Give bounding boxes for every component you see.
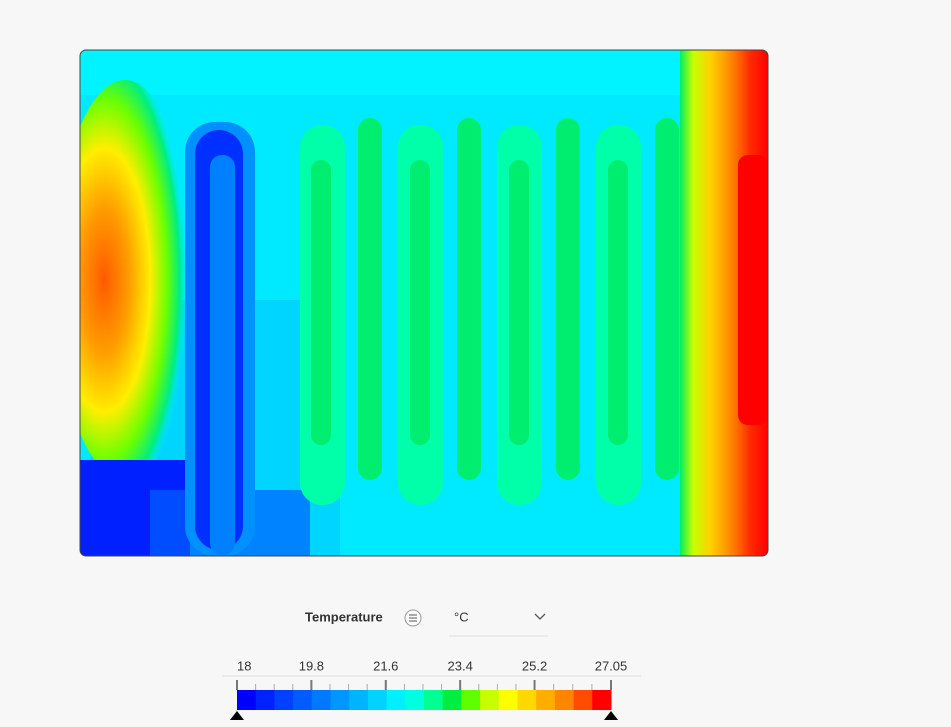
colorbar-segment [349, 690, 369, 710]
colorbar-segment [461, 690, 481, 710]
colorbar-segment [517, 690, 537, 710]
legend-menu-icon[interactable] [404, 609, 422, 627]
tick-label: 27.05 [595, 658, 628, 673]
legend-title: Temperature [305, 609, 383, 624]
colorbar-segment [311, 690, 331, 710]
tick-label: 19.8 [299, 658, 324, 673]
colorbar-segment [237, 690, 257, 710]
colorbar-segment [498, 690, 518, 710]
colorbar-segment [367, 690, 388, 710]
colorbar: 18 19.8 21.6 23.4 25.2 27.05 [236, 658, 628, 710]
colorbar-segment [442, 690, 462, 710]
tick-label: 23.4 [448, 658, 473, 673]
tick-label: 18 [237, 658, 251, 673]
max-handle[interactable] [604, 711, 618, 720]
temperature-plot [80, 50, 768, 556]
min-handle[interactable] [230, 711, 244, 720]
unit-label: °C [454, 609, 469, 624]
colorbar-segment [424, 690, 444, 710]
colorbar-segment [573, 690, 593, 710]
tick-label: 21.6 [373, 658, 398, 673]
colorbar-segment [330, 690, 350, 710]
colorbar-segment [274, 690, 294, 710]
colorbar-segment [255, 690, 275, 710]
unit-dropdown[interactable]: °C [449, 609, 548, 637]
colorbar-segment [386, 690, 406, 710]
colorbar-segment [592, 690, 612, 710]
colorbar-segment [536, 690, 556, 710]
colorbar-segment [554, 690, 575, 710]
colorbar-segment [293, 690, 313, 710]
plot-frame [79, 49, 769, 557]
colorbar-segment [405, 690, 425, 710]
colorbar-segment [480, 690, 500, 710]
tick-label: 25.2 [522, 658, 547, 673]
